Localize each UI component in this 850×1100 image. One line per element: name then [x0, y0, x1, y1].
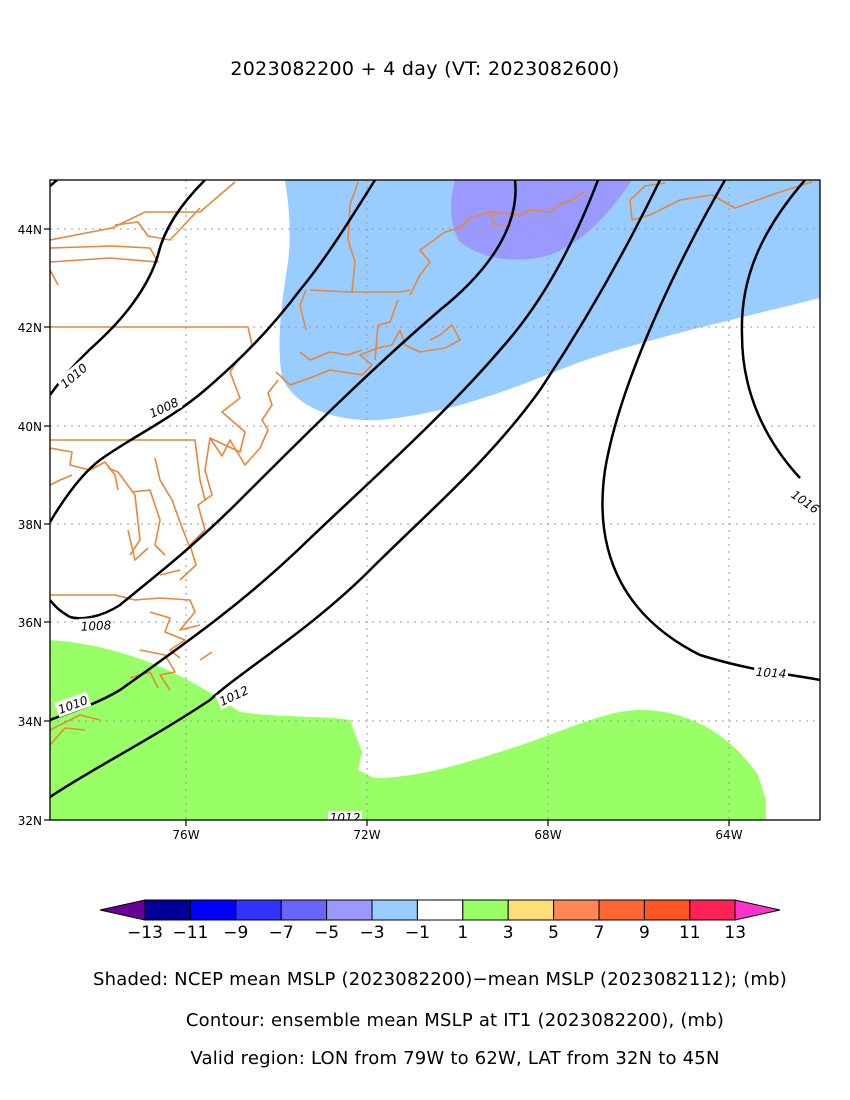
isobar-1010-east: [50, 180, 600, 722]
colorbar-label: −9: [223, 923, 248, 943]
contour-label-1008-north: 1008: [147, 395, 181, 421]
isobar-contours: [50, 180, 820, 799]
colorbar-swatch: [553, 899, 600, 921]
colorbar-swatch: [643, 899, 691, 921]
colorbar-label: −7: [269, 923, 294, 943]
colorbar-swatch: [326, 899, 373, 921]
colorbar-under-arrow: [99, 899, 146, 921]
isobar-1014: [601, 180, 820, 682]
shaded-region-minus5-minus3: [451, 180, 632, 260]
colorbar-label: 1: [457, 923, 468, 943]
isobar-1008-nw: [50, 180, 377, 523]
colorbar-swatch: [144, 899, 191, 921]
grid-lines: [50, 180, 820, 820]
colorbar-label: −3: [359, 923, 384, 943]
longitude-labels: 76W 72W 68W 64W: [172, 828, 742, 842]
lon-label: 76W: [172, 828, 199, 842]
colorbar-label: 11: [679, 923, 701, 943]
colorbar-label: −11: [172, 923, 208, 943]
lat-label: 36N: [18, 616, 42, 630]
colorbar-label: 7: [594, 923, 605, 943]
map-title: 2023082200 + 4 day (VT: 2023082600): [230, 58, 620, 80]
colorbar-swatch: [189, 899, 237, 921]
colorbar-swatch: [689, 899, 736, 921]
lat-label: 34N: [18, 715, 42, 729]
colorbar-swatch: [235, 899, 282, 921]
contour-label-1014: 1014: [755, 665, 786, 681]
colorbar: −13 −11 −9 −7 −5 −3 −1 1 3 5 7 9 11 13: [99, 899, 781, 943]
lon-label: 64W: [715, 828, 742, 842]
contour-label-1012: 1012: [217, 683, 251, 709]
colorbar-label: −5: [314, 923, 339, 943]
isobar-1008-west: [50, 599, 71, 619]
isobar-1010-nw: [50, 180, 58, 187]
colorbar-label: 5: [548, 923, 559, 943]
lat-label: 32N: [18, 814, 42, 828]
caption-contour: Contour: ensemble mean MSLP at IT1 (2023…: [185, 1010, 725, 1031]
colorbar-label: 3: [503, 923, 514, 943]
isobar-1010-west: [50, 180, 206, 396]
latitude-labels: 44N 42N 40N 38N 36N 34N 32N: [18, 223, 42, 828]
colorbar-swatch: [371, 899, 418, 921]
lat-label: 40N: [18, 420, 42, 434]
lon-label: 68W: [534, 828, 561, 842]
lat-label: 42N: [18, 321, 42, 335]
colorbar-label: 9: [639, 923, 650, 943]
shaded-region-1-3: [50, 640, 766, 820]
colorbar-swatch: [462, 899, 509, 921]
colorbar-swatch: [507, 899, 555, 921]
colorbar-label: −1: [405, 923, 430, 943]
isobar-1016: [740, 180, 806, 479]
colorbar-label: −13: [127, 923, 163, 943]
isobar-1008-east: [69, 180, 517, 620]
caption-shaded: Shaded: NCEP mean MSLP (2023082200)−mean…: [92, 969, 788, 990]
shaded-region-minus3-minus1: [279, 180, 820, 421]
axis-ticks: [44, 228, 730, 826]
lat-label: 38N: [18, 518, 42, 532]
caption-region: Valid region: LON from 79W to 62W, LAT f…: [190, 1048, 720, 1069]
contour-label-1008-south: 1008: [80, 618, 112, 634]
colorbar-swatch: [280, 899, 328, 921]
map-plot: 1016 1014 1012 1012 1010 1010: [50, 180, 820, 825]
colorbar-over-arrow: [734, 899, 781, 921]
isobar-1012: [50, 180, 662, 799]
colorbar-swatch: [598, 899, 645, 921]
contour-label-1012-bottom: 1012: [330, 811, 361, 825]
lon-label: 72W: [353, 828, 380, 842]
lat-label: 44N: [18, 223, 42, 237]
map-frame: [49, 179, 821, 821]
colorbar-label: 13: [724, 923, 746, 943]
colorbar-swatch: [416, 899, 464, 921]
